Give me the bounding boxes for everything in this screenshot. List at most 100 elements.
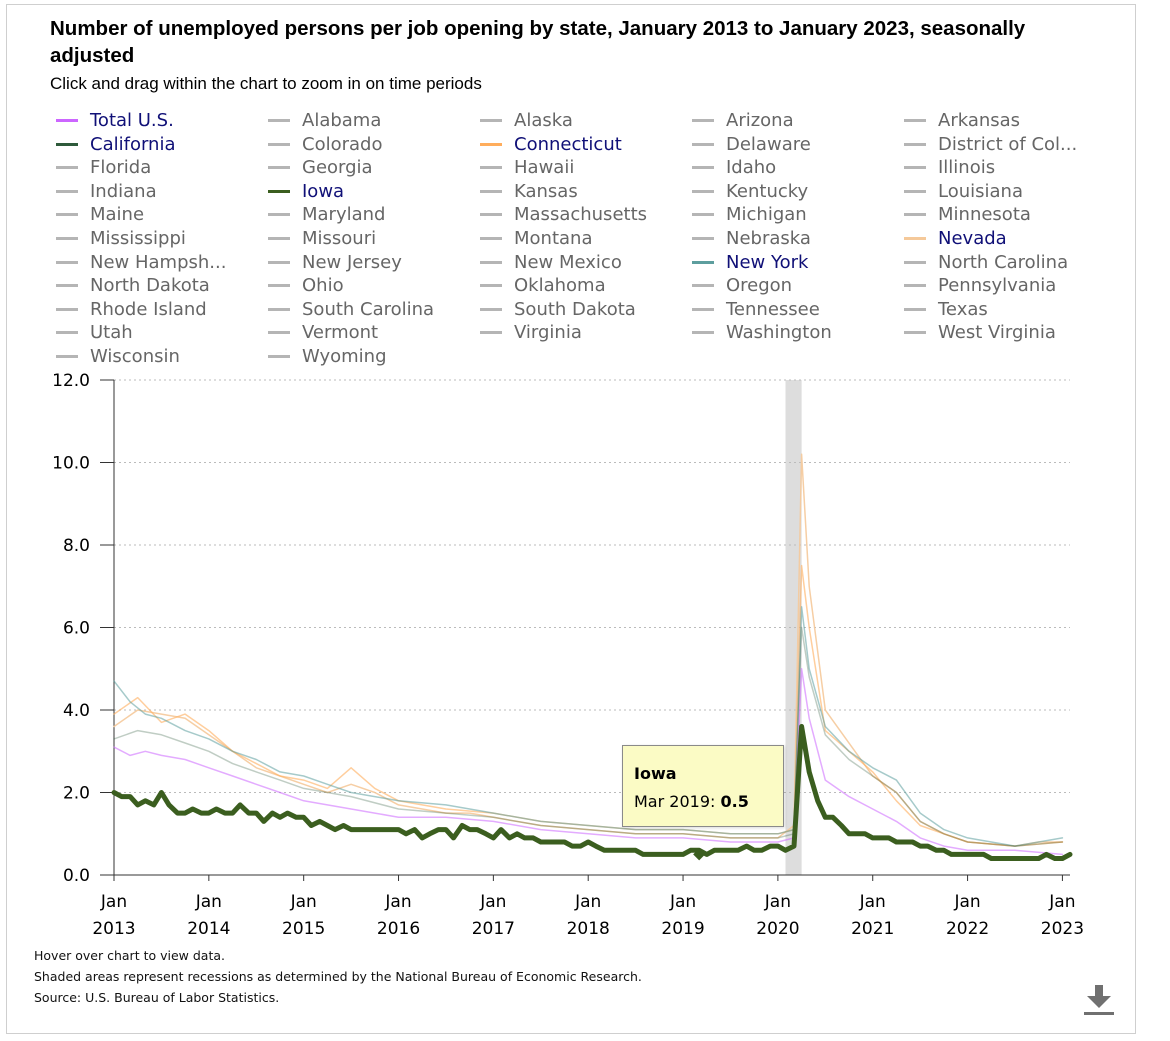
legend-item-connecticut[interactable]: Connecticut bbox=[480, 133, 622, 156]
legend-item-arizona[interactable]: Arizona bbox=[692, 109, 794, 132]
x-tick-label-month: Jan bbox=[290, 892, 317, 912]
legend-label: Missouri bbox=[302, 228, 377, 249]
legend-item-nebraska[interactable]: Nebraska bbox=[692, 227, 811, 250]
legend-item-south-dakota[interactable]: South Dakota bbox=[480, 298, 636, 321]
tooltip-series: Iowa bbox=[634, 764, 677, 783]
legend-swatch bbox=[268, 213, 290, 217]
legend-label: Ohio bbox=[302, 275, 344, 297]
legend-swatch bbox=[480, 237, 502, 240]
legend-item-iowa[interactable]: Iowa bbox=[268, 180, 344, 203]
x-tick-label-year: 2013 bbox=[92, 919, 135, 939]
legend-item-texas[interactable]: Texas bbox=[904, 298, 988, 321]
legend-swatch bbox=[692, 284, 714, 288]
legend-swatch bbox=[480, 284, 502, 288]
legend-label: Mississippi bbox=[90, 228, 186, 249]
legend-swatch bbox=[480, 331, 502, 335]
legend-swatch bbox=[56, 119, 78, 122]
legend-item-maryland[interactable]: Maryland bbox=[268, 203, 385, 226]
x-tick-label-month: Jan bbox=[953, 892, 980, 912]
tooltip-date: Mar 2019 bbox=[634, 792, 710, 811]
legend-swatch bbox=[904, 307, 926, 311]
legend-item-new-mexico[interactable]: New Mexico bbox=[480, 251, 622, 274]
legend-item-new-jersey[interactable]: New Jersey bbox=[268, 251, 402, 274]
legend-label: Alaska bbox=[514, 110, 573, 131]
legend-swatch bbox=[56, 284, 78, 288]
legend-item-indiana[interactable]: Indiana bbox=[56, 180, 157, 203]
legend-label: Wyoming bbox=[302, 346, 387, 367]
legend-label: Virginia bbox=[514, 322, 582, 344]
legend-item-rhode-island[interactable]: Rhode Island bbox=[56, 298, 207, 321]
legend-item-wisconsin[interactable]: Wisconsin bbox=[56, 345, 180, 368]
legend-item-illinois[interactable]: Illinois bbox=[904, 156, 995, 179]
legend-item-alabama[interactable]: Alabama bbox=[268, 109, 381, 132]
x-tick-label-month: Jan bbox=[479, 892, 506, 912]
legend-item-district-of-col[interactable]: District of Col... bbox=[904, 133, 1077, 156]
legend-item-louisiana[interactable]: Louisiana bbox=[904, 180, 1023, 203]
chart-frame bbox=[6, 4, 1136, 1034]
x-tick-label-year: 2014 bbox=[187, 919, 230, 939]
download-icon[interactable] bbox=[1082, 983, 1116, 1019]
legend-label: North Carolina bbox=[938, 251, 1069, 273]
legend-item-delaware[interactable]: Delaware bbox=[692, 133, 811, 156]
x-tick-label-month: Jan bbox=[669, 892, 696, 912]
legend-item-kentucky[interactable]: Kentucky bbox=[692, 180, 808, 203]
legend-label: Delaware bbox=[726, 133, 811, 155]
legend-item-arkansas[interactable]: Arkansas bbox=[904, 109, 1020, 132]
legend-item-new-york[interactable]: New York bbox=[692, 251, 808, 274]
legend-item-colorado[interactable]: Colorado bbox=[268, 133, 382, 156]
legend-item-new-hampsh[interactable]: New Hampsh... bbox=[56, 251, 226, 274]
legend-label: Michigan bbox=[726, 204, 807, 226]
download-icon-glyph bbox=[1084, 985, 1114, 1015]
legend-swatch bbox=[904, 166, 926, 170]
legend-item-florida[interactable]: Florida bbox=[56, 156, 151, 179]
legend-swatch bbox=[904, 260, 926, 264]
legend-label: New Mexico bbox=[514, 251, 622, 273]
legend-item-missouri[interactable]: Missouri bbox=[268, 227, 376, 250]
legend-item-oklahoma[interactable]: Oklahoma bbox=[480, 274, 606, 297]
legend-item-utah[interactable]: Utah bbox=[56, 321, 133, 344]
legend-item-pennsylvania[interactable]: Pennsylvania bbox=[904, 274, 1056, 297]
legend-label: Indiana bbox=[90, 180, 157, 202]
legend-item-vermont[interactable]: Vermont bbox=[268, 321, 378, 344]
legend-label: Nebraska bbox=[726, 228, 811, 249]
legend-label: New Jersey bbox=[302, 251, 402, 273]
legend-swatch bbox=[56, 237, 78, 240]
legend-item-north-carolina[interactable]: North Carolina bbox=[904, 251, 1068, 274]
x-tick-label-year: 2022 bbox=[946, 919, 989, 939]
legend-item-alaska[interactable]: Alaska bbox=[480, 109, 573, 132]
legend-item-california[interactable]: California bbox=[56, 133, 175, 156]
legend-item-minnesota[interactable]: Minnesota bbox=[904, 203, 1031, 226]
legend-item-south-carolina[interactable]: South Carolina bbox=[268, 298, 434, 321]
y-tick-label: 6.0 bbox=[63, 619, 90, 639]
chart-notes: Hover over chart to view data. Shaded ar… bbox=[34, 945, 642, 1008]
legend-item-ohio[interactable]: Ohio bbox=[268, 274, 344, 297]
note-recession: Shaded areas represent recessions as det… bbox=[34, 969, 642, 984]
legend-item-maine[interactable]: Maine bbox=[56, 203, 144, 226]
legend-item-wyoming[interactable]: Wyoming bbox=[268, 345, 387, 368]
legend-item-georgia[interactable]: Georgia bbox=[268, 156, 373, 179]
legend-swatch bbox=[480, 166, 502, 170]
legend-item-north-dakota[interactable]: North Dakota bbox=[56, 274, 210, 297]
legend-item-oregon[interactable]: Oregon bbox=[692, 274, 792, 297]
legend-item-idaho[interactable]: Idaho bbox=[692, 156, 776, 179]
legend-item-virginia[interactable]: Virginia bbox=[480, 321, 582, 344]
legend-item-montana[interactable]: Montana bbox=[480, 227, 592, 250]
data-tooltip: Iowa Mar 2019: 0.5 bbox=[622, 745, 784, 827]
legend-item-tennessee[interactable]: Tennessee bbox=[692, 298, 820, 321]
legend-item-nevada[interactable]: Nevada bbox=[904, 227, 1007, 250]
legend-item-washington[interactable]: Washington bbox=[692, 321, 832, 344]
legend-item-hawaii[interactable]: Hawaii bbox=[480, 156, 574, 179]
legend-label: Alabama bbox=[302, 110, 382, 131]
legend-swatch bbox=[692, 213, 714, 217]
legend-label: Louisiana bbox=[938, 180, 1023, 202]
legend-item-total-u-s[interactable]: Total U.S. bbox=[56, 109, 174, 132]
legend-item-mississippi[interactable]: Mississippi bbox=[56, 227, 186, 250]
series-line-california bbox=[113, 626, 1064, 847]
legend-item-kansas[interactable]: Kansas bbox=[480, 180, 578, 203]
legend-item-massachusetts[interactable]: Massachusetts bbox=[480, 203, 647, 226]
legend-swatch bbox=[904, 284, 926, 288]
legend-item-west-virginia[interactable]: West Virginia bbox=[904, 321, 1056, 344]
legend-label: Oklahoma bbox=[514, 275, 606, 297]
legend-item-michigan[interactable]: Michigan bbox=[692, 203, 807, 226]
